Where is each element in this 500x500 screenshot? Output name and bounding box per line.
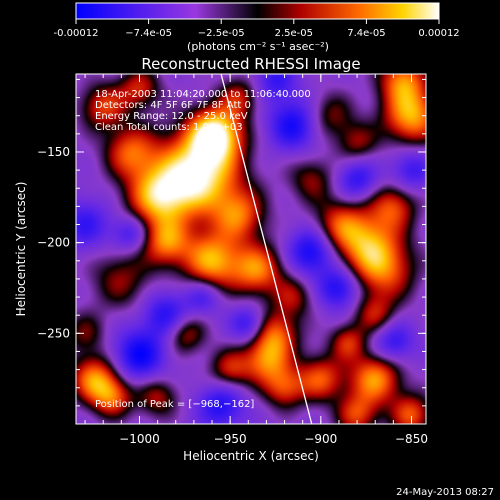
- colorbar-tick-label: -0.00012: [54, 28, 99, 39]
- plot-frame: [75, 73, 427, 425]
- annotation-time-range: 18-Apr-2003 11:04:20.000 to 11:06:40.000: [95, 89, 311, 100]
- x-tick-label: −1000: [119, 432, 160, 446]
- y-tick-label: −250: [37, 326, 70, 340]
- footer-date: 24-May-2013 08:27: [396, 487, 494, 498]
- annotation-detectors: Detectors: 4F 5F 6F 7F 8F Att 0: [95, 100, 251, 111]
- y-axis: −150 −200 −250: [37, 78, 426, 407]
- x-tick-label: −900: [304, 432, 337, 446]
- y-tick-label: −200: [37, 236, 70, 250]
- colorbar-tick-label: −2.5e-05: [198, 28, 245, 39]
- annotation-energy-range: Energy Range: 12.0 - 25.0 keV: [95, 111, 248, 122]
- x-axis-label: Heliocentric X (arcsec): [183, 449, 319, 463]
- x-axis: −1000 −950 −900 −850: [84, 74, 428, 446]
- colorbar-tick-label: −7.4e-05: [125, 28, 172, 39]
- solar-limb-line: [220, 74, 313, 424]
- colorbar-tick-label: 2.5e-05: [275, 28, 313, 39]
- peak-position-label: Position of Peak = [−968,−162]: [95, 399, 254, 410]
- colorbar-tick-label: 7.4e-05: [347, 28, 385, 39]
- chart-title: Reconstructed RHESSI Image: [141, 55, 360, 73]
- x-tick-label: −950: [214, 432, 247, 446]
- colorbar-ticks: -0.00012 −7.4e-05 −2.5e-05 2.5e-05 7.4e-05 0.…: [54, 19, 460, 39]
- annotation-block: 18-Apr-2003 11:04:20.000 to 11:06:40.000…: [95, 89, 311, 133]
- y-axis-label: Heliocentric Y (arcsec): [14, 182, 28, 317]
- colorbar-tick-label: 0.00012: [418, 28, 459, 39]
- heatmap-image: [76, 74, 426, 424]
- annotation-clean-counts: Clean Total counts: 1.00e+03: [95, 122, 243, 133]
- colorbar: [75, 2, 440, 20]
- y-tick-label: −150: [37, 145, 70, 159]
- x-tick-label: −850: [395, 432, 428, 446]
- colorbar-units: (photons cm⁻² s⁻¹ asec⁻²): [187, 40, 329, 53]
